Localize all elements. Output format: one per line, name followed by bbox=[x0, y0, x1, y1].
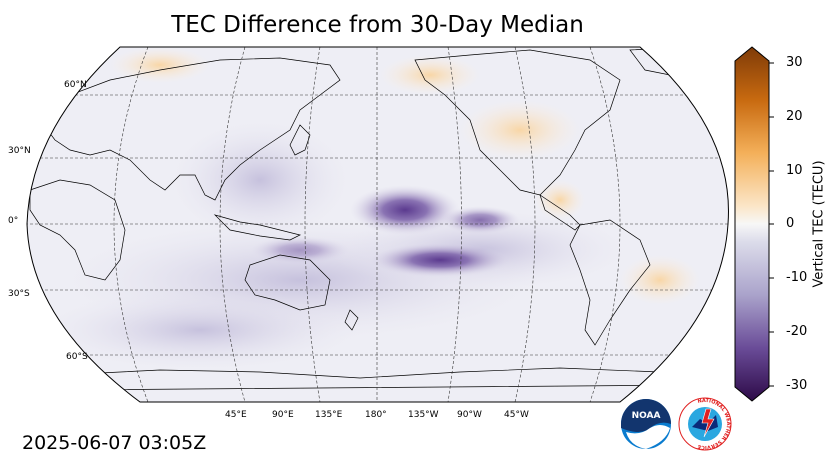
colorbar-tick-neg20: -20 bbox=[786, 324, 808, 339]
lon-label-90w: 90°W bbox=[457, 410, 482, 420]
graticule bbox=[27, 47, 729, 402]
colorbar-tick-30: 30 bbox=[786, 55, 803, 70]
chart-title: TEC Difference from 30-Day Median bbox=[171, 12, 584, 38]
lon-label-135w: 135°W bbox=[408, 410, 439, 420]
nws-logo: NATIONAL WEATHER SERVICE bbox=[678, 397, 732, 451]
colorbar bbox=[734, 46, 774, 402]
lon-label-135e: 135°E bbox=[315, 410, 343, 420]
colorbar-ticks bbox=[769, 62, 774, 387]
colorbar-label: Vertical TEC (TECU) bbox=[811, 160, 827, 288]
lon-label-90e: 90°E bbox=[272, 410, 294, 420]
timestamp: 2025-06-07 03:05Z bbox=[22, 432, 207, 454]
lat-label-30s: 30°S bbox=[8, 289, 30, 299]
lat-label-0: 0° bbox=[8, 216, 19, 226]
tec-field bbox=[27, 47, 729, 402]
colorbar-tick-10: 10 bbox=[786, 163, 803, 178]
lon-label-45e: 45°E bbox=[225, 410, 247, 420]
colorbar-tick-neg10: -10 bbox=[786, 270, 808, 285]
lat-label-30n: 30°N bbox=[8, 146, 31, 156]
noaa-logo-text: NOAA bbox=[632, 411, 661, 421]
lat-label-60s: 60°S bbox=[66, 352, 88, 362]
colorbar-tick-0: 0 bbox=[786, 216, 795, 231]
colorbar-tick-neg30: -30 bbox=[786, 378, 808, 393]
lat-label-60n: 60°N bbox=[64, 80, 87, 90]
coastlines bbox=[29, 47, 701, 391]
colorbar-tick-20: 20 bbox=[786, 109, 803, 124]
globe-outline bbox=[26, 46, 729, 403]
noaa-logo: NOAA bbox=[621, 399, 671, 449]
lon-label-180: 180° bbox=[365, 410, 387, 420]
lon-label-45w: 45°W bbox=[504, 410, 529, 420]
